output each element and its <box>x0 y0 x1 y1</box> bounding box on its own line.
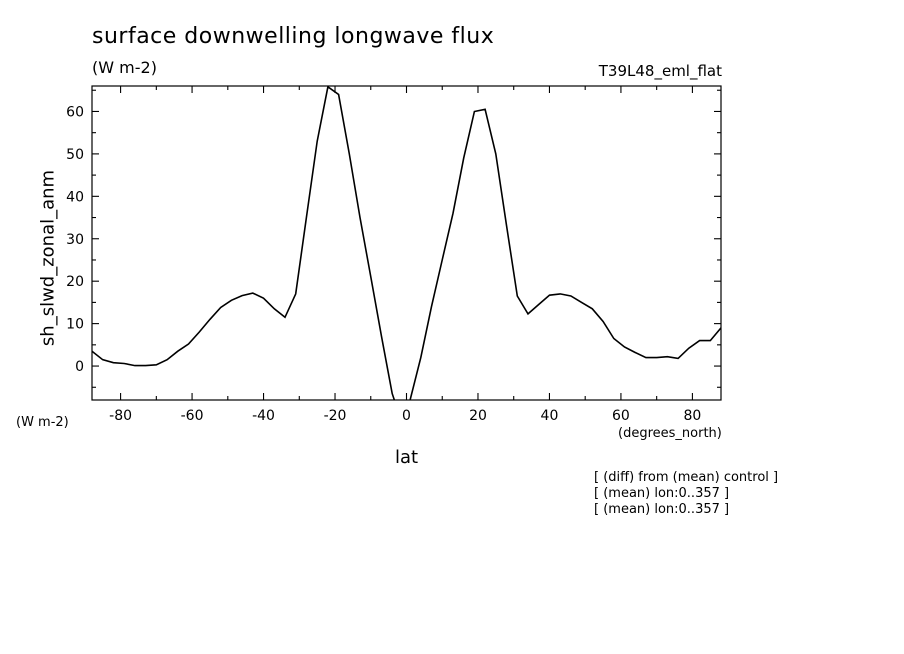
note-line: [ (mean) lon:0..357 ] <box>594 502 730 517</box>
tick-labels: -80 -60 -40 -20 0 20 40 60 80 0 10 20 30 40 50 60 <box>66 104 701 424</box>
y-tick-label: 10 <box>66 317 84 333</box>
x-tick-label: 20 <box>469 408 487 424</box>
y-tick-label: 60 <box>66 104 84 120</box>
series-line <box>92 86 721 400</box>
y-tick-label: 0 <box>75 359 84 375</box>
chart-units: (W m-2) <box>92 58 157 77</box>
side-units-label: (W m-2) <box>16 415 69 430</box>
x-tick-label: -60 <box>181 408 204 424</box>
y-tick-label: 20 <box>66 274 84 290</box>
x-tick-label: -40 <box>252 408 275 424</box>
notes-block: [ (diff) from (mean) control ] [ (mean) … <box>594 470 778 518</box>
x-axis-units: (degrees_north) <box>618 426 722 441</box>
chart-title: surface downwelling longwave flux <box>92 24 495 49</box>
x-tick-label: -80 <box>109 408 132 424</box>
x-tick-label: -20 <box>324 408 347 424</box>
run-id-label: T39L48_eml_flat <box>598 62 722 80</box>
y-tick-label: 40 <box>66 189 84 205</box>
x-tick-label: 0 <box>402 408 411 424</box>
axis-ticks <box>92 86 721 400</box>
x-axis-label: lat <box>395 447 419 468</box>
x-tick-label: 40 <box>541 408 559 424</box>
y-tick-label: 50 <box>66 147 84 163</box>
note-line: [ (diff) from (mean) control ] <box>594 470 779 485</box>
y-tick-label: 30 <box>66 232 84 248</box>
x-tick-label: 60 <box>612 408 630 424</box>
note-line: [ (mean) lon:0..357 ] <box>594 486 730 501</box>
plot-frame <box>91 85 722 401</box>
x-tick-label: 80 <box>683 408 701 424</box>
